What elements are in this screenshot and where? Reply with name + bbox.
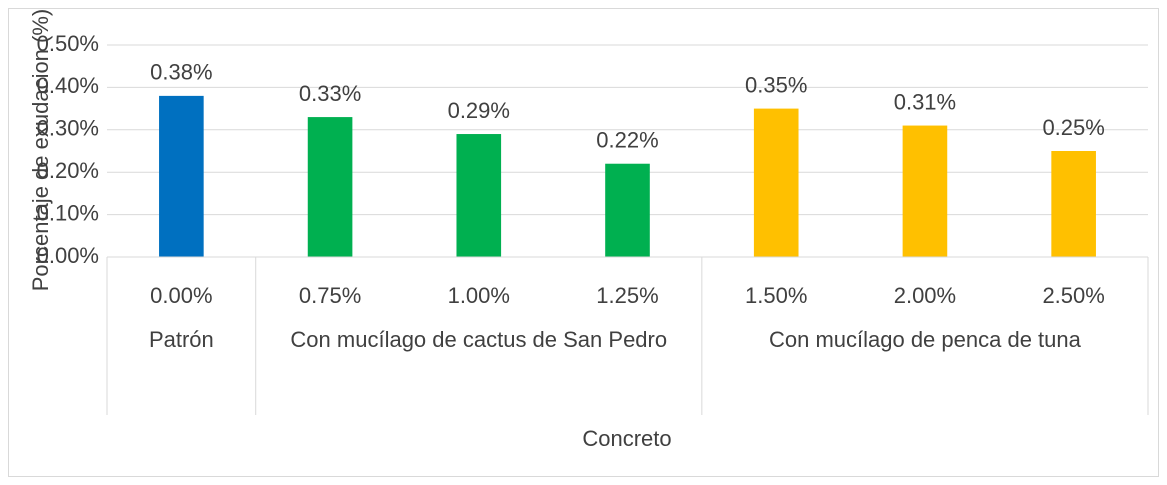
x-tick-label: 1.00% [448,283,510,308]
data-label: 0.35% [745,72,807,97]
data-label: 0.29% [448,98,510,123]
y-axis-title: Porcentaje de exudacion (%) [28,9,53,292]
y-tick-label: 0.00% [37,243,99,268]
group-label: Con mucílago de penca de tuna [768,327,1081,352]
data-label: 0.33% [299,81,361,106]
x-tick-label: 1.50% [745,283,807,308]
bar [1051,151,1096,257]
y-tick-label: 0.40% [37,73,99,98]
x-tick-label: 2.00% [894,283,956,308]
bar [456,134,502,257]
data-label: 0.38% [150,60,212,85]
x-axis-title: Concreto [582,426,671,451]
x-tick-label: 2.50% [1042,283,1104,308]
group-label: Con mucílago de cactus de San Pedro [290,327,668,352]
y-tick-label: 0.10% [37,200,99,225]
y-tick-label: 0.20% [37,158,99,183]
bar [753,108,799,257]
x-tick-label: 0.75% [299,283,361,308]
bar [605,163,650,257]
bar [307,117,353,257]
bar [159,95,204,257]
x-tick-label: 0.00% [150,283,212,308]
y-tick-label: 0.30% [37,116,99,141]
x-tick-label: 1.25% [596,283,658,308]
y-tick-label: 0.50% [37,31,99,56]
data-label: 0.25% [1042,115,1104,140]
data-label: 0.22% [596,128,658,153]
data-label: 0.31% [894,89,956,114]
group-label: Patrón [148,327,214,352]
bar [902,125,948,257]
